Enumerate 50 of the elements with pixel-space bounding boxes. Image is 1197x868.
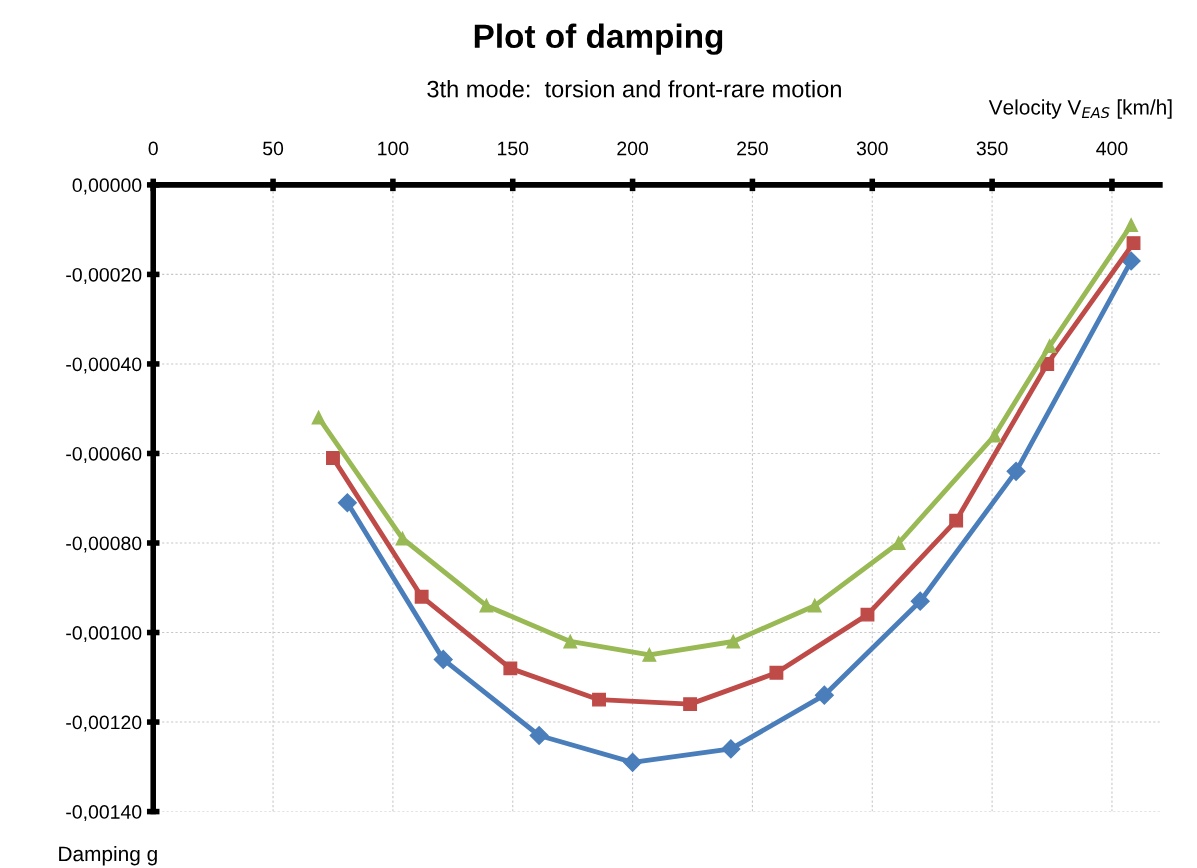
- x-tick-label: 100: [378, 141, 409, 156]
- y-tick-label: 0,00000: [72, 178, 142, 195]
- point: [311, 410, 326, 425]
- point: [563, 634, 578, 649]
- x-tick-label: 300: [856, 141, 888, 156]
- point: [1121, 251, 1141, 271]
- point: [433, 649, 453, 669]
- point: [860, 607, 875, 622]
- x-axis-title: Velocity V$_{EAS}$ [km/h]: [988, 99, 1172, 119]
- point: [1124, 218, 1139, 233]
- y-tick-label: -0,00140: [66, 805, 142, 822]
- y-tick-label: -0,00020: [66, 267, 142, 284]
- y-axis-title: Damping g: [59, 845, 157, 866]
- x-tick-label: 400: [1096, 141, 1128, 156]
- point: [987, 428, 1002, 443]
- point: [949, 513, 964, 528]
- chart-title: Plot of damping: [474, 23, 723, 55]
- chart-subtitle: 3th mode: torsion and front-rare motion: [427, 80, 841, 98]
- point: [529, 725, 549, 746]
- point: [910, 591, 930, 611]
- y-tick-label: -0,00060: [66, 446, 142, 463]
- x-tick-label: 150: [498, 141, 529, 156]
- x-tick-label: 200: [617, 141, 649, 156]
- point: [1042, 339, 1057, 353]
- x-tick-label: 50: [263, 141, 284, 156]
- point: [414, 589, 429, 604]
- point: [479, 598, 494, 613]
- x-tick-label: 0: [148, 141, 158, 156]
- y-tick-label: -0,00120: [66, 715, 142, 732]
- point: [891, 536, 906, 550]
- y-tick-label: -0,00100: [66, 625, 142, 643]
- x-tick-label: 350: [976, 141, 1008, 156]
- point: [814, 685, 834, 705]
- point: [721, 739, 741, 759]
- point: [592, 692, 606, 707]
- point: [503, 661, 518, 676]
- point: [326, 450, 340, 465]
- x-tick-label: 250: [737, 141, 768, 156]
- point: [807, 598, 822, 613]
- point: [726, 634, 741, 649]
- y-tick-label: -0,00080: [66, 536, 142, 553]
- point: [337, 493, 357, 513]
- point: [395, 531, 410, 546]
- y-tick-label: -0,00040: [66, 357, 142, 374]
- point: [683, 697, 698, 712]
- point: [1126, 236, 1141, 251]
- point: [1006, 461, 1026, 481]
- point: [769, 665, 784, 680]
- point: [642, 647, 657, 662]
- point: [623, 752, 643, 772]
